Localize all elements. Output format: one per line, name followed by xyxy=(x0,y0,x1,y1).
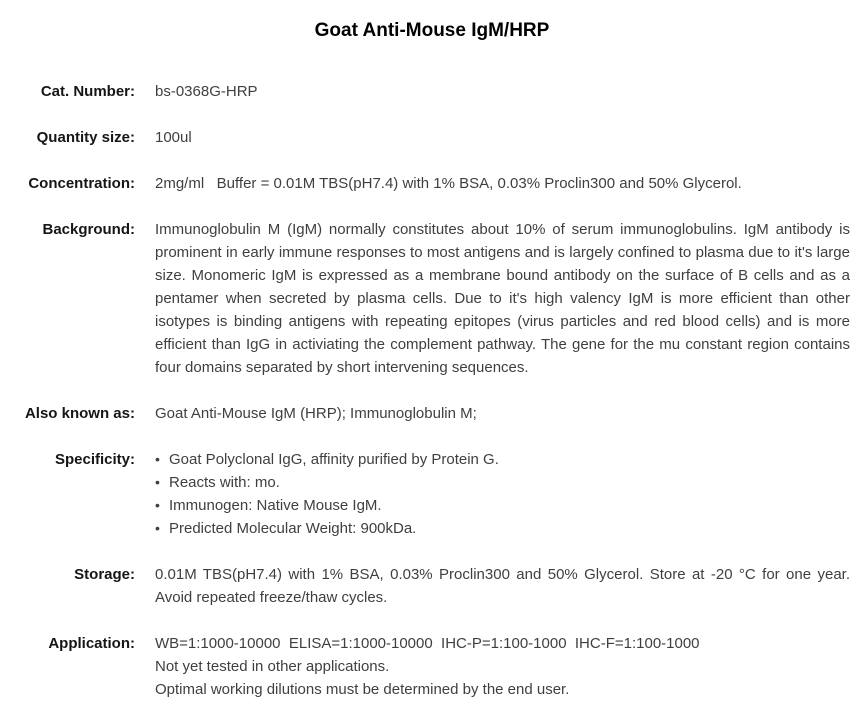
specificity-item: • Reacts with: mo. xyxy=(155,471,850,494)
also-known-as-label: Also known as: xyxy=(24,405,135,422)
row-specificity: Specificity: • Goat Polyclonal IgG, affi… xyxy=(0,448,850,540)
quantity-size-value: 100ul xyxy=(155,129,192,146)
specificity-label: Specificity: xyxy=(54,451,135,468)
specificity-item-text: Immunogen: Native Mouse IgM. xyxy=(169,497,382,514)
also-known-as-value: Goat Anti-Mouse IgM (HRP); Immunoglobuli… xyxy=(155,405,477,422)
row-also-known-as: Also known as: Goat Anti-Mouse IgM (HRP)… xyxy=(0,402,850,425)
application-label: Application: xyxy=(48,635,135,652)
row-background: Background: Immunoglobulin M (IgM) norma… xyxy=(0,218,850,379)
storage-label: Storage: xyxy=(74,566,135,583)
application-note: Not yet tested in other applications. xyxy=(155,658,390,675)
bullet-dot-icon: • xyxy=(155,451,160,467)
cat-number-label: Cat. Number: xyxy=(40,83,135,100)
specificity-item-text: Predicted Molecular Weight: 900kDa. xyxy=(169,520,417,537)
row-quantity-size: Quantity size: 100ul xyxy=(0,126,850,149)
application-dilutions: WB=1:1000-10000 ELISA=1:1000-10000 IHC-P… xyxy=(155,635,700,652)
specificity-item: • Immunogen: Native Mouse IgM. xyxy=(155,494,850,517)
specificity-item-text: Goat Polyclonal IgG, affinity purified b… xyxy=(169,451,499,468)
specificity-item: • Goat Polyclonal IgG, affinity purified… xyxy=(155,448,850,471)
specificity-item-text: Reacts with: mo. xyxy=(169,474,280,491)
row-application: Application: WB=1:1000-10000 ELISA=1:100… xyxy=(0,632,850,701)
specificity-list: • Goat Polyclonal IgG, affinity purified… xyxy=(155,448,850,540)
background-label: Background: xyxy=(42,221,135,238)
row-concentration: Concentration: 2mg/ml Buffer = 0.01M TBS… xyxy=(0,172,850,195)
row-cat-number: Cat. Number: bs-0368G-HRP xyxy=(0,80,850,103)
bullet-dot-icon: • xyxy=(155,520,160,536)
application-lines: WB=1:1000-10000 ELISA=1:1000-10000 IHC-P… xyxy=(155,632,850,701)
quantity-size-label: Quantity size: xyxy=(36,129,135,146)
concentration-label: Concentration: xyxy=(28,175,135,192)
bullet-dot-icon: • xyxy=(155,474,160,490)
storage-value: 0.01M TBS(pH7.4) with 1% BSA, 0.03% Proc… xyxy=(155,566,850,606)
page-title: Goat Anti-Mouse IgM/HRP xyxy=(314,20,550,41)
specificity-item: • Predicted Molecular Weight: 900kDa. xyxy=(155,517,850,540)
concentration-value: 2mg/ml Buffer = 0.01M TBS(pH7.4) with 1%… xyxy=(155,175,742,192)
application-note: Optimal working dilutions must be determ… xyxy=(155,681,570,698)
cat-number-value: bs-0368G-HRP xyxy=(155,83,258,100)
bullet-dot-icon: • xyxy=(155,497,160,513)
row-storage: Storage: 0.01M TBS(pH7.4) with 1% BSA, 0… xyxy=(0,563,850,609)
background-value: Immunoglobulin M (IgM) normally constitu… xyxy=(155,221,850,376)
